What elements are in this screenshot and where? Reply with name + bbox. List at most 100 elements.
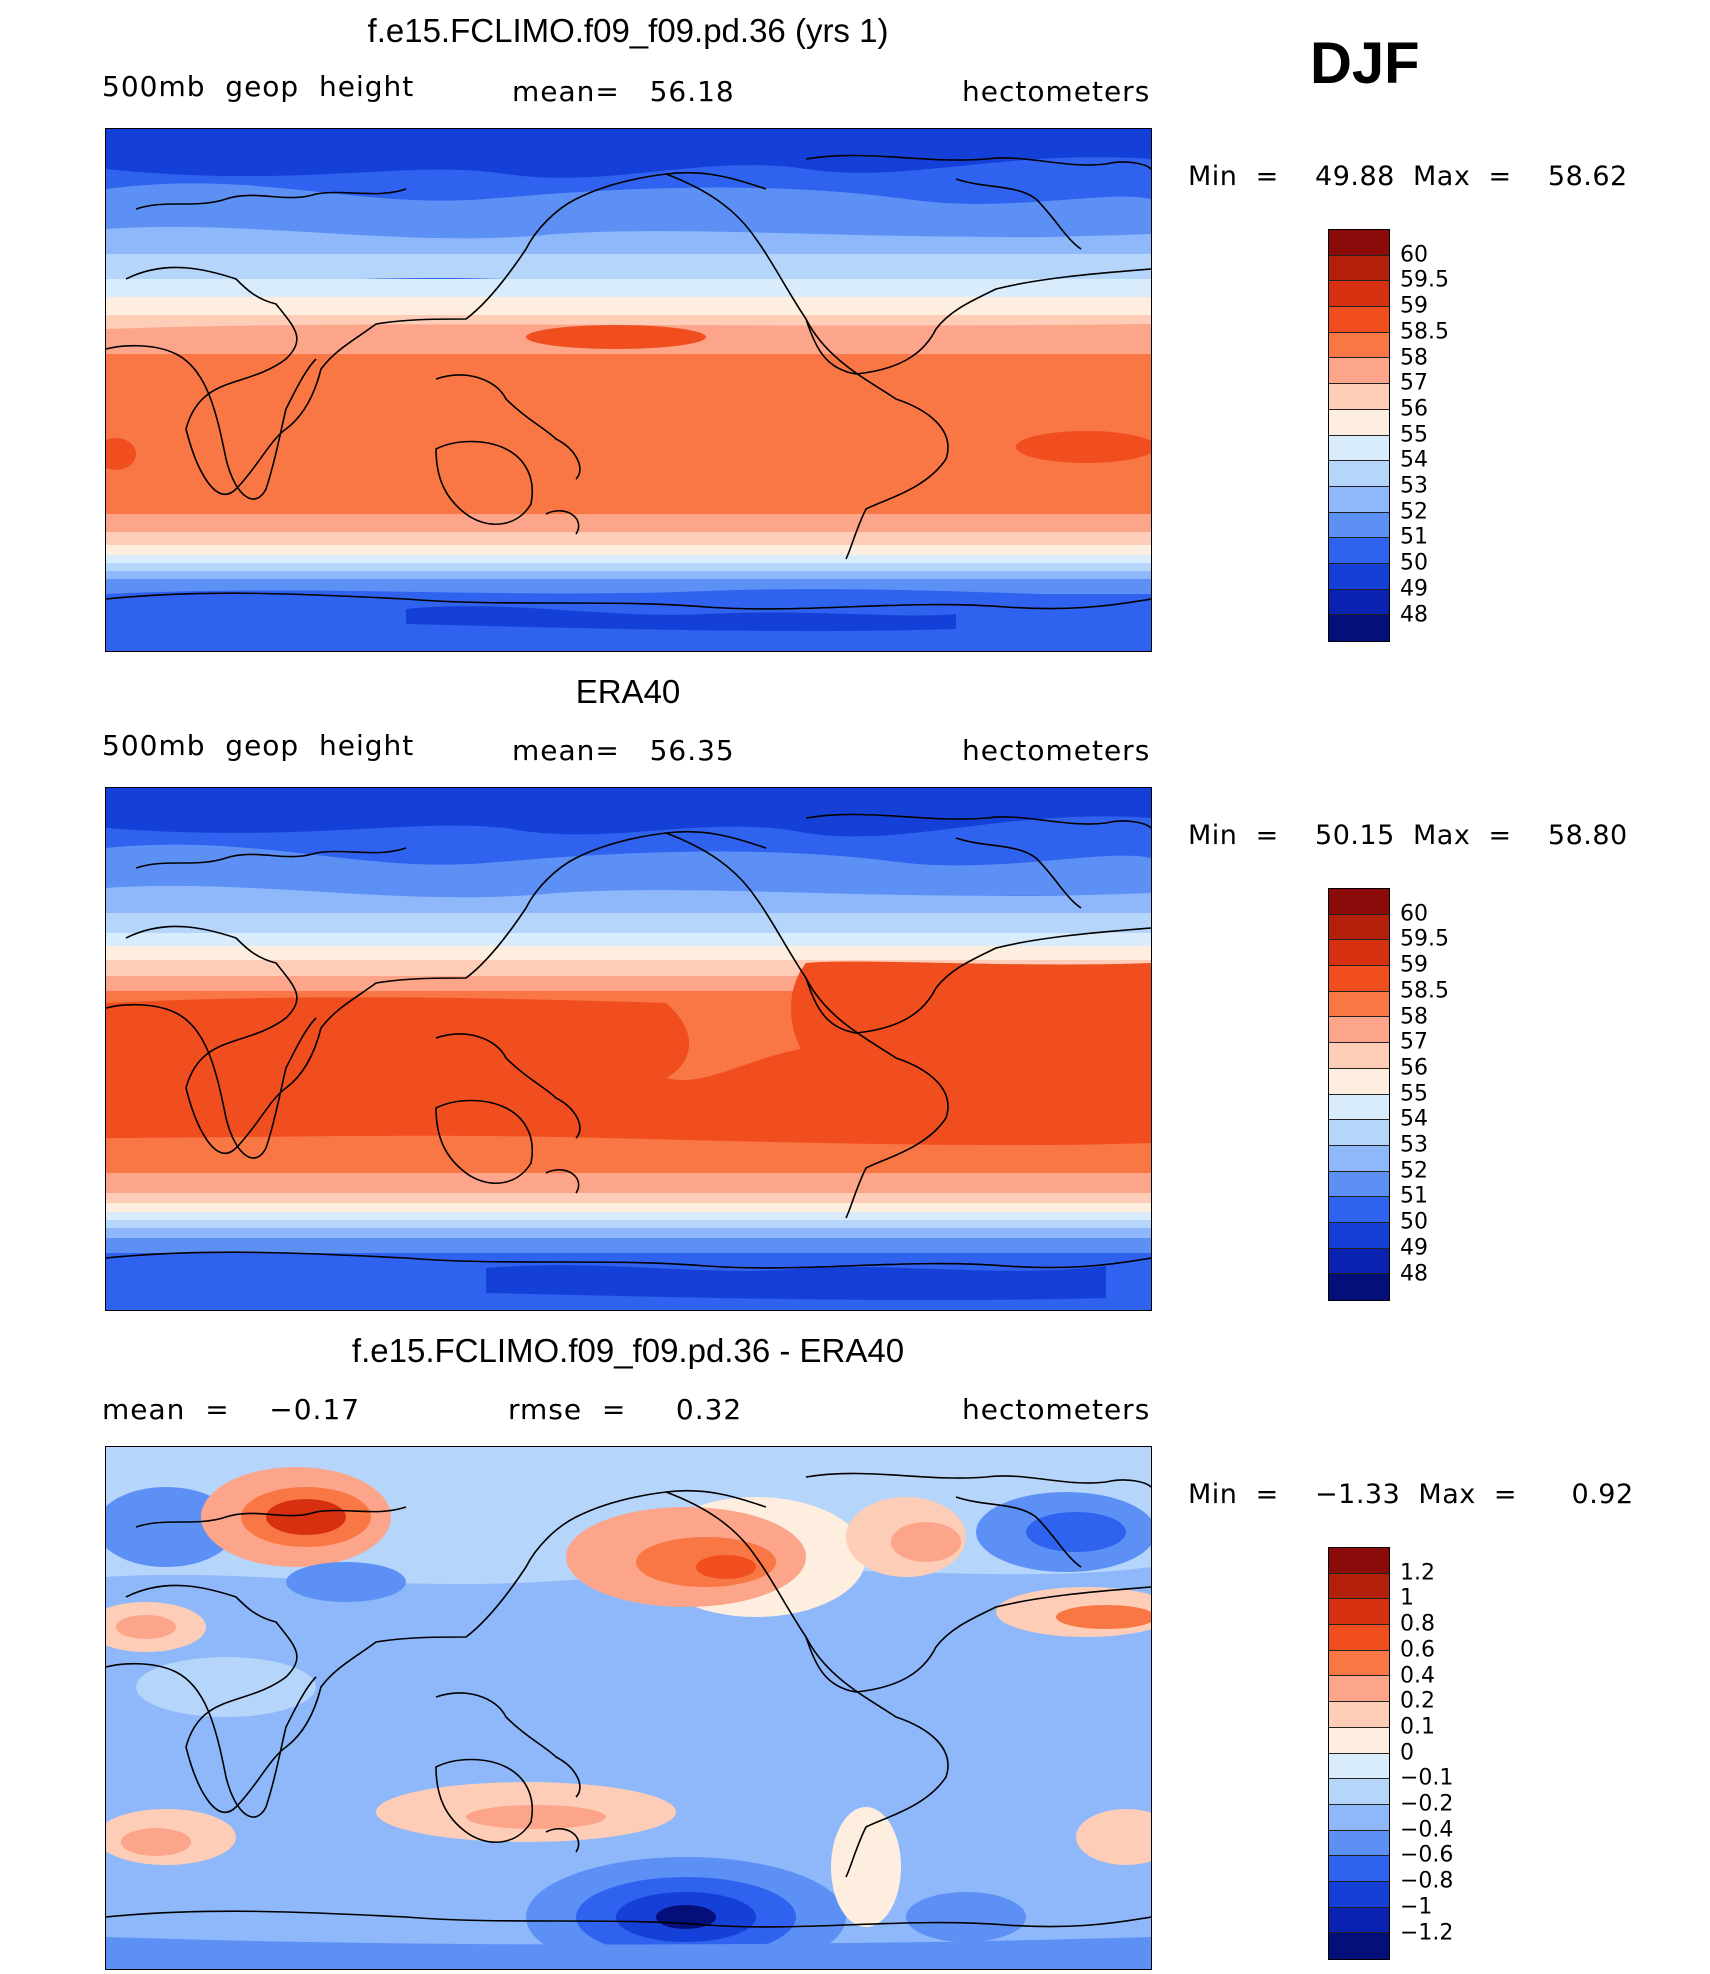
panel2-minmax: Min = 50.15 Max = 58.80 bbox=[1188, 820, 1628, 851]
colorbar-swatch bbox=[1329, 1625, 1389, 1651]
colorbar-swatch bbox=[1329, 1248, 1389, 1275]
colorbar-level-label: 54 bbox=[1400, 1106, 1428, 1132]
colorbar-swatch bbox=[1329, 538, 1389, 564]
colorbar-level-label: 59.5 bbox=[1400, 267, 1449, 293]
panel3-colorbar bbox=[1328, 1547, 1390, 1960]
colorbar-swatch bbox=[1329, 512, 1389, 539]
colorbar-swatch bbox=[1329, 1804, 1389, 1831]
colorbar-level-label: 50 bbox=[1400, 1209, 1428, 1235]
colorbar-swatch bbox=[1329, 991, 1389, 1018]
colorbar-swatch bbox=[1329, 966, 1389, 992]
colorbar-swatch bbox=[1329, 1702, 1389, 1728]
colorbar-level-label: 59 bbox=[1400, 293, 1428, 319]
panel3-map bbox=[105, 1446, 1152, 1970]
panel2-mean: mean= 56.35 bbox=[512, 734, 735, 767]
colorbar-level-label: 58.5 bbox=[1400, 319, 1449, 345]
colorbar-swatch bbox=[1329, 1856, 1389, 1882]
colorbar-level-label: 58 bbox=[1400, 1004, 1428, 1029]
panel2-map bbox=[105, 787, 1152, 1311]
season-label: DJF bbox=[1310, 31, 1420, 96]
colorbar-level-label: −0.6 bbox=[1400, 1842, 1454, 1868]
colorbar-level-label: 0.6 bbox=[1400, 1637, 1435, 1663]
colorbar-swatch bbox=[1329, 486, 1389, 513]
colorbar-level-label: 55 bbox=[1400, 422, 1428, 448]
colorbar-level-label: −1 bbox=[1400, 1894, 1433, 1920]
panel3-title: f.e15.FCLIMO.f09_f09.pd.36 - ERA40 bbox=[351, 1332, 905, 1369]
colorbar-level-label: 52 bbox=[1400, 1158, 1428, 1184]
colorbar-swatch bbox=[1329, 1222, 1389, 1249]
colorbar-level-label: 49 bbox=[1400, 576, 1428, 602]
panel1-map bbox=[105, 128, 1152, 652]
colorbar-level-label: −0.4 bbox=[1400, 1817, 1454, 1843]
colorbar-level-label: 56 bbox=[1400, 396, 1428, 422]
colorbar-swatch bbox=[1329, 1573, 1389, 1600]
panel2-title: ERA40 bbox=[575, 673, 681, 710]
colorbar-swatch bbox=[1329, 1068, 1389, 1095]
colorbar-swatch bbox=[1329, 281, 1389, 308]
colorbar-swatch bbox=[1329, 1830, 1389, 1857]
colorbar-swatch bbox=[1329, 384, 1389, 410]
colorbar-swatch bbox=[1329, 255, 1389, 282]
panel2-units: hectometers bbox=[962, 734, 1151, 767]
panel3-mean: mean = −0.17 bbox=[102, 1393, 361, 1426]
colorbar-swatch bbox=[1329, 1017, 1389, 1044]
colorbar-swatch bbox=[1329, 1599, 1389, 1626]
colorbar-swatch bbox=[1329, 1881, 1389, 1908]
panel1-field-label: 500mb geop height bbox=[102, 70, 415, 103]
colorbar-swatch bbox=[1329, 230, 1389, 256]
colorbar-level-label: 57 bbox=[1400, 1029, 1428, 1055]
colorbar-swatch bbox=[1329, 358, 1389, 385]
colorbar-level-label: 58 bbox=[1400, 345, 1428, 370]
colorbar-swatch bbox=[1329, 589, 1389, 616]
colorbar-level-label: 1.2 bbox=[1400, 1560, 1435, 1586]
colorbar-level-label: 0.2 bbox=[1400, 1688, 1435, 1714]
colorbar-level-label: 60 bbox=[1400, 242, 1428, 268]
colorbar-level-label: 48 bbox=[1400, 1261, 1428, 1286]
colorbar-swatch bbox=[1329, 563, 1389, 590]
colorbar-level-label: 0 bbox=[1400, 1740, 1414, 1766]
colorbar-level-label: 48 bbox=[1400, 602, 1428, 627]
colorbar-swatch bbox=[1329, 889, 1389, 915]
colorbar-level-label: 55 bbox=[1400, 1081, 1428, 1107]
panel1-minmax: Min = 49.88 Max = 58.62 bbox=[1188, 161, 1628, 192]
colorbar-level-label: 56 bbox=[1400, 1055, 1428, 1081]
colorbar-swatch bbox=[1329, 1753, 1389, 1780]
colorbar-swatch bbox=[1329, 307, 1389, 333]
colorbar-level-label: 57 bbox=[1400, 370, 1428, 396]
colorbar-swatch bbox=[1329, 1548, 1389, 1574]
colorbar-swatch bbox=[1329, 461, 1389, 487]
colorbar-swatch bbox=[1329, 435, 1389, 462]
panel3-rmse: rmse = 0.32 bbox=[508, 1393, 743, 1426]
colorbar-swatch bbox=[1329, 1933, 1389, 1959]
colorbar-swatch bbox=[1329, 1094, 1389, 1121]
colorbar-swatch bbox=[1329, 332, 1389, 359]
colorbar-level-label: 51 bbox=[1400, 524, 1428, 550]
colorbar-swatch bbox=[1329, 1145, 1389, 1172]
panel3-units: hectometers bbox=[962, 1393, 1151, 1426]
colorbar-level-label: 60 bbox=[1400, 901, 1428, 927]
panel3-minmax: Min = −1.33 Max = 0.92 bbox=[1188, 1479, 1634, 1510]
colorbar-level-label: 0.1 bbox=[1400, 1714, 1435, 1740]
colorbar-swatch bbox=[1329, 615, 1389, 641]
panel1-mean: mean= 56.18 bbox=[512, 75, 735, 108]
colorbar-level-label: 53 bbox=[1400, 473, 1428, 499]
panel2-colorbar bbox=[1328, 888, 1390, 1301]
colorbar-level-label: 53 bbox=[1400, 1132, 1428, 1158]
colorbar-level-label: −1.2 bbox=[1400, 1920, 1454, 1945]
colorbar-swatch bbox=[1329, 1676, 1389, 1703]
colorbar-level-label: −0.8 bbox=[1400, 1868, 1454, 1894]
panel2-field-label: 500mb geop height bbox=[102, 729, 415, 762]
colorbar-level-label: −0.2 bbox=[1400, 1791, 1454, 1817]
colorbar-swatch bbox=[1329, 1779, 1389, 1805]
colorbar-swatch bbox=[1329, 1274, 1389, 1300]
colorbar-level-label: 51 bbox=[1400, 1183, 1428, 1209]
colorbar-level-label: 58.5 bbox=[1400, 978, 1449, 1004]
colorbar-level-label: −0.1 bbox=[1400, 1765, 1454, 1791]
colorbar-level-label: 0.8 bbox=[1400, 1611, 1435, 1637]
colorbar-level-label: 54 bbox=[1400, 447, 1428, 473]
colorbar-swatch bbox=[1329, 1171, 1389, 1198]
colorbar-level-label: 59.5 bbox=[1400, 926, 1449, 952]
colorbar-swatch bbox=[1329, 940, 1389, 967]
colorbar-swatch bbox=[1329, 409, 1389, 436]
colorbar-swatch bbox=[1329, 1197, 1389, 1223]
